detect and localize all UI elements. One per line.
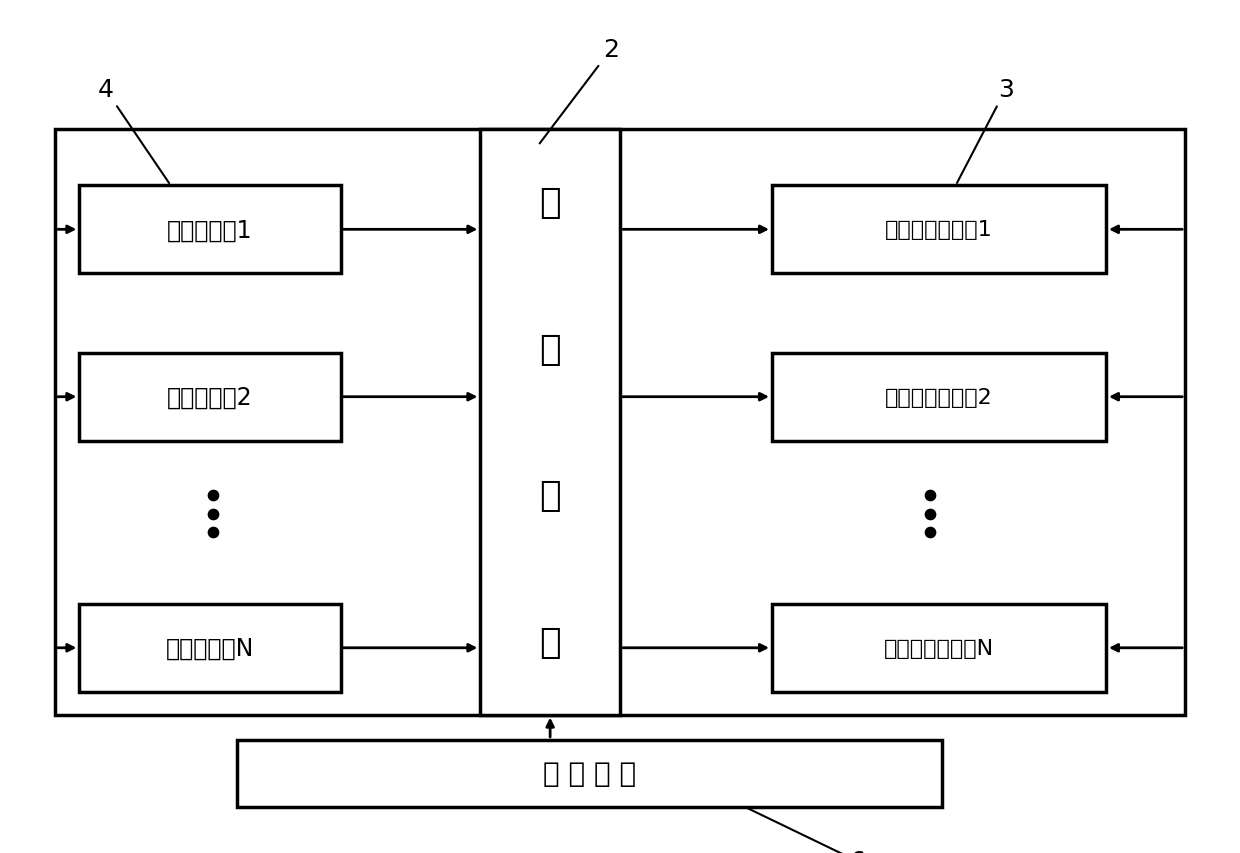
Bar (771, 186, 1106, 274)
Point (920, 489, 940, 502)
Point (920, 525, 940, 539)
Text: 出风口控制机构N: 出风口控制机构N (884, 638, 994, 658)
Text: 控: 控 (539, 186, 560, 220)
Point (203, 489, 223, 502)
Text: 2: 2 (539, 38, 619, 144)
Text: 温度传感器2: 温度传感器2 (167, 386, 253, 409)
Bar (79, 604, 341, 692)
Text: 单: 单 (539, 479, 560, 513)
Point (920, 508, 940, 521)
Text: 出风口控制机构2: 出风口控制机构2 (885, 387, 993, 407)
Text: 元: 元 (539, 624, 560, 659)
Text: 制: 制 (539, 332, 560, 366)
Bar (237, 740, 942, 807)
Bar (55, 130, 1185, 715)
Text: 4: 4 (98, 78, 169, 184)
Bar (771, 604, 1106, 692)
Text: 电 源 机 构: 电 源 机 构 (543, 759, 636, 787)
Point (203, 508, 223, 521)
Text: 6: 6 (748, 808, 866, 853)
Point (203, 525, 223, 539)
Bar (771, 353, 1106, 441)
Bar (480, 130, 620, 715)
Bar (79, 353, 341, 441)
Text: 温度传感器1: 温度传感器1 (167, 218, 253, 242)
Bar (79, 186, 341, 274)
Text: 温度传感器N: 温度传感器N (166, 636, 254, 660)
Text: 3: 3 (957, 78, 1014, 183)
Text: 出风口控制机构1: 出风口控制机构1 (885, 220, 993, 240)
